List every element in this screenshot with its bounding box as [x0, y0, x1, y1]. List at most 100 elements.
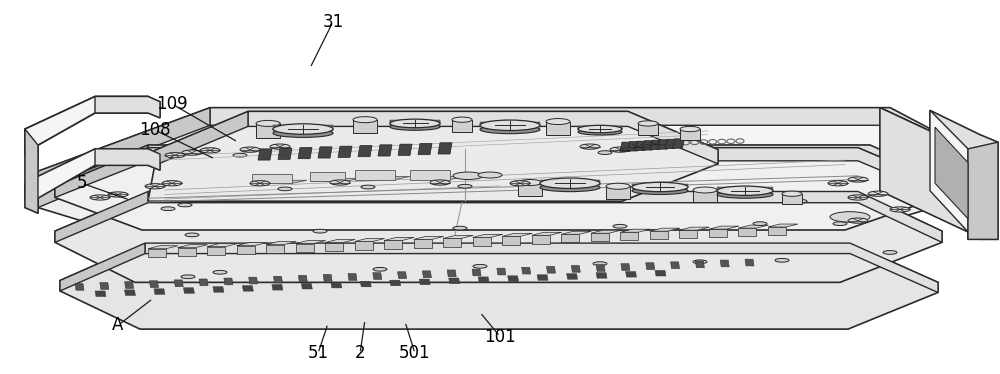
- Ellipse shape: [181, 275, 195, 279]
- Polygon shape: [545, 180, 549, 185]
- Polygon shape: [25, 129, 38, 204]
- Ellipse shape: [883, 251, 897, 254]
- Polygon shape: [360, 281, 371, 287]
- Ellipse shape: [868, 191, 888, 196]
- Polygon shape: [592, 126, 596, 130]
- Polygon shape: [292, 125, 297, 131]
- Polygon shape: [510, 122, 516, 127]
- Polygon shape: [438, 120, 440, 125]
- Polygon shape: [155, 111, 248, 165]
- Polygon shape: [582, 126, 584, 130]
- Polygon shape: [443, 238, 461, 246]
- Ellipse shape: [613, 224, 627, 228]
- Polygon shape: [338, 146, 352, 157]
- Polygon shape: [353, 120, 377, 133]
- Polygon shape: [527, 122, 531, 127]
- Ellipse shape: [458, 184, 472, 188]
- Polygon shape: [390, 280, 401, 286]
- Polygon shape: [522, 267, 531, 274]
- Polygon shape: [642, 141, 654, 150]
- Polygon shape: [401, 120, 405, 125]
- Polygon shape: [561, 234, 579, 242]
- Polygon shape: [125, 282, 134, 288]
- Polygon shape: [532, 232, 562, 235]
- Ellipse shape: [278, 187, 292, 191]
- Ellipse shape: [848, 177, 868, 182]
- Polygon shape: [542, 180, 545, 185]
- Polygon shape: [604, 126, 608, 130]
- Ellipse shape: [632, 187, 688, 194]
- Polygon shape: [541, 180, 542, 185]
- Polygon shape: [199, 279, 208, 286]
- Polygon shape: [38, 108, 210, 191]
- Polygon shape: [655, 270, 666, 276]
- Ellipse shape: [213, 270, 227, 274]
- Polygon shape: [587, 180, 591, 185]
- Text: 101: 101: [484, 328, 516, 346]
- Polygon shape: [410, 120, 415, 125]
- Ellipse shape: [753, 222, 767, 226]
- Polygon shape: [443, 235, 473, 238]
- Polygon shape: [497, 268, 506, 275]
- Polygon shape: [612, 126, 616, 130]
- Polygon shape: [38, 145, 958, 236]
- Ellipse shape: [833, 222, 847, 226]
- Polygon shape: [398, 144, 412, 155]
- Polygon shape: [328, 125, 331, 131]
- Polygon shape: [634, 184, 637, 188]
- Polygon shape: [493, 122, 499, 127]
- Polygon shape: [320, 125, 324, 131]
- Polygon shape: [655, 184, 660, 188]
- Ellipse shape: [452, 117, 472, 122]
- Polygon shape: [95, 149, 160, 170]
- Ellipse shape: [578, 125, 622, 133]
- Polygon shape: [272, 285, 283, 290]
- Polygon shape: [481, 122, 482, 127]
- Polygon shape: [325, 239, 355, 242]
- Polygon shape: [537, 275, 548, 280]
- Polygon shape: [310, 172, 345, 181]
- Polygon shape: [384, 240, 402, 249]
- Polygon shape: [410, 177, 465, 180]
- Polygon shape: [447, 270, 456, 277]
- Text: 2: 2: [355, 344, 365, 362]
- Polygon shape: [331, 282, 342, 288]
- Polygon shape: [880, 108, 980, 239]
- Polygon shape: [296, 240, 326, 243]
- Polygon shape: [765, 187, 768, 192]
- Polygon shape: [298, 147, 312, 159]
- Ellipse shape: [775, 258, 789, 262]
- Polygon shape: [274, 276, 283, 283]
- Polygon shape: [600, 126, 604, 130]
- Polygon shape: [249, 277, 258, 284]
- Polygon shape: [420, 120, 425, 125]
- Polygon shape: [258, 149, 272, 160]
- Polygon shape: [695, 261, 704, 268]
- Ellipse shape: [890, 207, 910, 212]
- Ellipse shape: [313, 229, 327, 233]
- Polygon shape: [618, 126, 620, 130]
- Polygon shape: [449, 278, 460, 283]
- Polygon shape: [207, 246, 225, 255]
- Ellipse shape: [510, 181, 530, 186]
- Polygon shape: [55, 191, 148, 242]
- Polygon shape: [640, 184, 644, 188]
- Ellipse shape: [233, 153, 247, 157]
- Ellipse shape: [145, 184, 165, 189]
- Polygon shape: [578, 126, 580, 130]
- Polygon shape: [310, 178, 360, 181]
- Polygon shape: [433, 120, 436, 125]
- Text: 31: 31: [322, 13, 344, 31]
- Polygon shape: [508, 276, 519, 281]
- Polygon shape: [616, 126, 618, 130]
- Polygon shape: [252, 174, 292, 183]
- Polygon shape: [571, 266, 580, 272]
- Ellipse shape: [632, 183, 688, 192]
- Polygon shape: [722, 187, 725, 192]
- Polygon shape: [355, 170, 395, 180]
- Polygon shape: [472, 269, 481, 276]
- Polygon shape: [665, 140, 677, 149]
- Polygon shape: [620, 142, 632, 151]
- Polygon shape: [740, 187, 745, 192]
- Polygon shape: [415, 120, 420, 125]
